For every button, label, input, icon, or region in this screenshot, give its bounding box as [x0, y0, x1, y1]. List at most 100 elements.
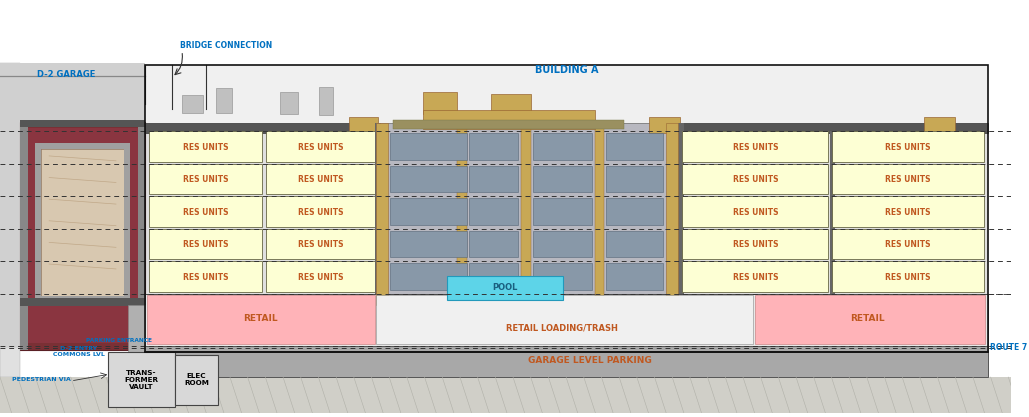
Bar [457, 123, 467, 305]
Bar [145, 294, 988, 346]
Bar [267, 164, 376, 194]
Bar [20, 121, 28, 349]
Bar [832, 196, 984, 227]
Bar [267, 261, 376, 291]
Text: RES UNITS: RES UNITS [298, 143, 344, 152]
Bar [35, 143, 41, 302]
Bar [423, 92, 457, 114]
Bar [469, 133, 518, 160]
Text: RES UNITS: RES UNITS [183, 240, 228, 249]
Bar [390, 198, 467, 225]
Text: GARAGE LEVEL PARKING: GARAGE LEVEL PARKING [528, 356, 651, 365]
Bar [149, 196, 262, 227]
Text: RES UNITS: RES UNITS [733, 143, 778, 152]
Bar [175, 355, 218, 404]
Bar [123, 143, 130, 302]
Bar [35, 143, 130, 149]
Text: RES UNITS: RES UNITS [885, 273, 931, 282]
Bar [492, 94, 531, 114]
Bar [678, 123, 684, 294]
Bar [35, 296, 130, 302]
Bar [606, 231, 664, 257]
Bar [349, 117, 379, 133]
Text: RES UNITS: RES UNITS [733, 240, 778, 249]
Text: RES UNITS: RES UNITS [885, 240, 931, 249]
Bar [448, 276, 563, 300]
Text: PEDESTRIAN VIA: PEDESTRIAN VIA [11, 377, 71, 382]
Text: RES UNITS: RES UNITS [298, 240, 344, 249]
Text: ELEC
ROOM: ELEC ROOM [184, 374, 209, 387]
Bar [376, 123, 382, 294]
Bar [27, 128, 139, 343]
Text: PARKING ENTRANCE: PARKING ENTRANCE [86, 338, 152, 343]
Bar [832, 131, 984, 162]
Bar [521, 123, 531, 305]
Bar [754, 296, 985, 344]
Bar [469, 198, 518, 225]
Bar [216, 88, 232, 113]
Bar [469, 231, 518, 257]
Bar [128, 305, 145, 352]
Text: RES UNITS: RES UNITS [885, 176, 931, 184]
Bar [20, 120, 145, 128]
Bar [319, 87, 333, 115]
Bar [20, 299, 145, 306]
Bar [149, 229, 262, 259]
Bar [145, 65, 988, 352]
Bar [0, 63, 145, 347]
Bar [469, 263, 518, 289]
Bar [606, 263, 664, 289]
Text: TRANS-
FORMER
VAULT: TRANS- FORMER VAULT [125, 369, 158, 389]
Bar [678, 123, 988, 133]
Bar [377, 296, 753, 344]
Text: BRIDGE CONNECTION: BRIDGE CONNECTION [180, 41, 272, 50]
Bar [145, 65, 988, 352]
Text: RES UNITS: RES UNITS [733, 208, 778, 217]
Text: ROUTE 7: ROUTE 7 [990, 343, 1027, 352]
Text: RES UNITS: RES UNITS [298, 273, 344, 282]
Bar [678, 131, 988, 294]
Bar [149, 164, 262, 194]
Bar [145, 346, 988, 377]
Text: POOL: POOL [493, 283, 518, 292]
Text: RES UNITS: RES UNITS [183, 208, 228, 217]
Bar [682, 229, 828, 259]
Text: RES UNITS: RES UNITS [733, 176, 778, 184]
Text: RETAIL LOADING/TRASH: RETAIL LOADING/TRASH [506, 324, 618, 332]
Bar [0, 63, 20, 377]
Bar [606, 198, 664, 225]
Bar [682, 131, 828, 162]
Bar [393, 120, 624, 129]
Bar [533, 198, 592, 225]
Bar [682, 196, 828, 227]
Text: BUILDING A: BUILDING A [535, 65, 599, 75]
Bar [682, 261, 828, 291]
Text: RES UNITS: RES UNITS [885, 143, 931, 152]
Bar [682, 164, 828, 194]
Bar [377, 123, 678, 303]
Bar [147, 296, 376, 344]
Bar [182, 95, 204, 113]
Bar [832, 261, 984, 291]
Bar [390, 263, 467, 289]
Bar [830, 131, 836, 294]
Bar [390, 231, 467, 257]
Bar [390, 166, 467, 192]
Bar [832, 164, 984, 194]
Bar [533, 263, 592, 289]
Bar [41, 149, 123, 296]
Bar [20, 121, 145, 349]
Bar [667, 123, 678, 305]
Bar [533, 166, 592, 192]
Bar [924, 117, 955, 133]
Text: RETAIL: RETAIL [850, 314, 885, 323]
Bar [0, 377, 1012, 413]
Bar [377, 123, 388, 305]
Bar [145, 131, 377, 294]
Bar [606, 133, 664, 160]
Bar [648, 117, 680, 133]
Bar [108, 352, 175, 407]
Text: RES UNITS: RES UNITS [733, 273, 778, 282]
Bar [606, 166, 664, 192]
Bar [267, 229, 376, 259]
